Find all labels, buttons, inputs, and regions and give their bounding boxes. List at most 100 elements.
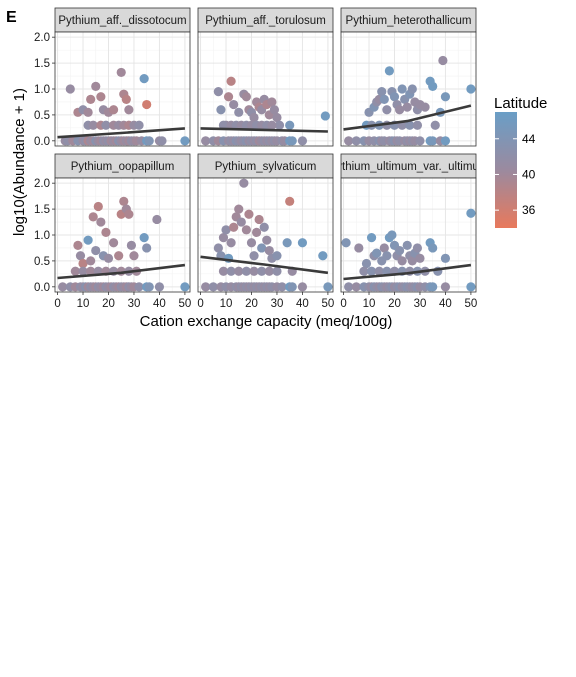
data-point: [272, 266, 282, 276]
points: [201, 76, 330, 146]
data-point: [234, 204, 244, 214]
x-tick-label: 50: [465, 298, 478, 310]
facet-panel: Pythium_aff._dissotocum 0.0 0.5 1.0 1.5 2.0: [34, 7, 191, 148]
color-legend: Latitude 44 40 36: [494, 95, 547, 228]
x-tick-label: 40: [296, 298, 309, 310]
data-point: [272, 251, 282, 261]
gridlines: [198, 32, 333, 146]
x-tick-label: 50: [179, 298, 192, 310]
data-point: [323, 282, 333, 292]
data-point: [144, 136, 154, 146]
data-point: [341, 238, 351, 248]
facet-title: Pythium_aff._torulosum: [205, 15, 326, 27]
trend-line: [343, 104, 472, 131]
data-point: [144, 282, 154, 292]
data-point: [78, 258, 88, 269]
data-point: [351, 282, 361, 292]
data-point: [420, 102, 430, 112]
data-point: [405, 120, 415, 130]
panel-border: [197, 31, 334, 147]
trend-line: [57, 127, 185, 139]
data-point: [93, 201, 103, 212]
panel-border: [340, 177, 477, 293]
data-point: [142, 99, 152, 110]
x-tick-label: 40: [439, 298, 452, 310]
data-point: [134, 120, 144, 130]
data-point: [267, 120, 277, 130]
data-point: [374, 266, 384, 276]
panel-border: [197, 177, 334, 293]
data-point: [377, 86, 387, 97]
data-point: [91, 81, 101, 92]
data-point: [259, 222, 269, 232]
facet-title: Pythium_heterothallicum: [346, 15, 472, 27]
legend-colorbar: [495, 112, 517, 228]
data-point: [101, 120, 111, 130]
data-point: [389, 92, 400, 102]
data-point: [402, 240, 412, 250]
facet-title: Pythium_ultimum_var._ultimum: [329, 161, 489, 173]
data-point: [344, 282, 354, 292]
data-point: [65, 84, 75, 94]
data-point: [249, 266, 259, 276]
data-point: [103, 253, 114, 263]
x-tick-label: 40: [153, 298, 166, 310]
data-point: [234, 266, 244, 276]
data-point: [287, 136, 297, 146]
data-point: [249, 112, 259, 123]
x-tick-label: 20: [388, 298, 401, 310]
data-point: [78, 266, 88, 276]
y-tick-label: 1.0: [34, 84, 50, 96]
data-point: [387, 230, 397, 240]
data-point: [282, 238, 292, 248]
data-point: [262, 235, 272, 245]
data-point: [379, 94, 389, 104]
data-point: [264, 266, 274, 276]
data-point: [320, 111, 330, 121]
data-point: [244, 209, 254, 219]
data-point: [407, 84, 417, 94]
facet-title: Pythium_oopapillum: [71, 161, 175, 173]
data-point: [407, 256, 417, 266]
trend-line: [57, 263, 186, 280]
data-point: [466, 208, 476, 218]
data-point: [412, 243, 423, 253]
data-point: [218, 120, 229, 130]
data-point: [466, 282, 476, 292]
points: [58, 196, 190, 292]
data-point: [218, 232, 229, 243]
panel-border: [340, 31, 477, 147]
x-tick-label: 20: [245, 298, 258, 310]
legend-title: Latitude: [494, 95, 547, 112]
facet-strip: [340, 153, 477, 179]
data-point: [229, 99, 239, 110]
data-point: [412, 120, 423, 130]
data-point: [428, 81, 438, 92]
data-point: [428, 282, 438, 292]
x-tick-label: 10: [77, 298, 90, 310]
y-tick-label: 0.5: [34, 256, 50, 268]
data-point: [438, 55, 448, 66]
facet-strip: [54, 153, 191, 179]
data-point: [285, 196, 295, 206]
data-point: [366, 232, 377, 243]
data-point: [129, 251, 139, 261]
facet-panel: Pythium_oopapillum 0.0 0.5 1.0 1.5 2.0 0 10 20 30…: [34, 153, 192, 310]
data-point: [382, 251, 392, 261]
data-point: [269, 105, 280, 115]
facet-strip: [54, 7, 191, 33]
data-point: [251, 227, 262, 238]
x-tick-label: 0: [340, 298, 346, 310]
data-point: [428, 243, 438, 253]
data-point: [213, 243, 223, 253]
data-point: [318, 251, 328, 261]
data-point: [264, 245, 274, 256]
data-point: [267, 97, 277, 107]
x-tick-label: 10: [363, 298, 376, 310]
data-point: [157, 136, 167, 146]
x-tick-label: 10: [220, 298, 233, 310]
x-tick-label: 30: [128, 298, 141, 310]
data-point: [272, 112, 282, 123]
data-point: [139, 232, 149, 243]
data-point: [241, 225, 251, 235]
